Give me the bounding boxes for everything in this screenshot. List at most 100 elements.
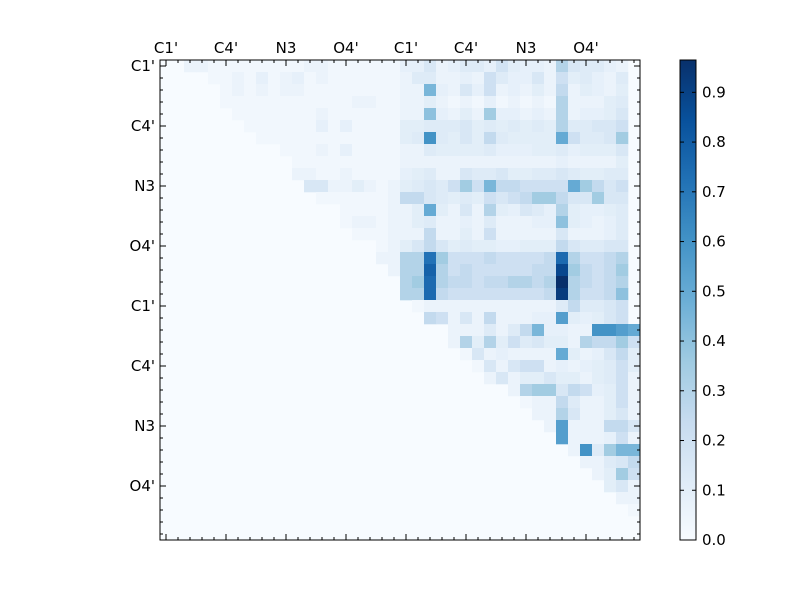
heatmap-cell <box>604 180 617 193</box>
heatmap-cell <box>376 144 389 157</box>
heatmap-cell <box>424 72 437 85</box>
heatmap-cell <box>592 60 605 73</box>
heatmap-cell <box>592 144 605 157</box>
heatmap-cell <box>604 72 617 85</box>
heatmap-cell <box>532 120 545 133</box>
heatmap-cell <box>484 288 497 301</box>
heatmap-cell <box>628 372 641 385</box>
heatmap-cell <box>544 204 557 217</box>
heatmap-cell <box>508 336 521 349</box>
heatmap-cell <box>616 72 629 85</box>
heatmap-cell <box>616 132 629 145</box>
heatmap-cell <box>508 360 521 373</box>
heatmap-cell <box>220 96 233 109</box>
heatmap-cell <box>580 276 593 289</box>
heatmap-cell <box>304 84 317 97</box>
heatmap-cell <box>364 228 377 241</box>
heatmap-cell <box>520 204 533 217</box>
heatmap-cell <box>340 96 353 109</box>
heatmap-cell <box>472 72 485 85</box>
heatmap-cell <box>568 276 581 289</box>
x-tick-label: C1' <box>154 39 178 57</box>
heatmap-cell <box>592 444 605 457</box>
heatmap-cell <box>544 396 557 409</box>
heatmap-cell <box>520 360 533 373</box>
colorbar-tick-label: 0.8 <box>702 133 726 151</box>
heatmap-cell <box>508 276 521 289</box>
heatmap-cell <box>424 60 437 73</box>
heatmap-cell <box>568 252 581 265</box>
heatmap-cell <box>628 444 641 457</box>
heatmap-cell <box>340 120 353 133</box>
x-tick-label: N3 <box>276 39 297 57</box>
heatmap-cell <box>556 192 569 205</box>
heatmap-cell <box>412 108 425 121</box>
heatmap-cell <box>568 432 581 445</box>
heatmap-cell <box>436 156 449 169</box>
heatmap-cell <box>616 408 629 421</box>
y-tick-label: C4' <box>131 117 155 135</box>
heatmap-cell <box>268 72 281 85</box>
heatmap-cell <box>580 372 593 385</box>
heatmap-cell <box>304 72 317 85</box>
heatmap-cell <box>616 264 629 277</box>
colorbar-tick-label: 0.1 <box>702 481 726 499</box>
heatmap-cell <box>436 204 449 217</box>
heatmap-cell <box>532 132 545 145</box>
heatmap-cell <box>616 336 629 349</box>
heatmap-cell <box>328 120 341 133</box>
heatmap-cell <box>184 60 197 73</box>
heatmap-cell <box>448 60 461 73</box>
heatmap-cell <box>508 156 521 169</box>
heatmap-cell <box>376 96 389 109</box>
heatmap-cell <box>580 312 593 325</box>
heatmap-cell <box>484 132 497 145</box>
heatmap-cell <box>460 264 473 277</box>
heatmap-cell <box>616 324 629 337</box>
heatmap-cell <box>556 324 569 337</box>
heatmap-cell <box>364 108 377 121</box>
heatmap-cell <box>520 192 533 205</box>
colorbar-tick-label: 0.4 <box>702 332 726 350</box>
heatmap-cell <box>568 108 581 121</box>
heatmap-cell <box>292 84 305 97</box>
heatmap-cell <box>436 312 449 325</box>
heatmap-cell <box>556 300 569 313</box>
heatmap-cell <box>580 132 593 145</box>
heatmap-cell <box>400 240 413 253</box>
heatmap-cell <box>616 300 629 313</box>
heatmap-cell <box>580 420 593 433</box>
heatmap-cell <box>604 240 617 253</box>
heatmap-cell <box>220 84 233 97</box>
heatmap-cell <box>424 96 437 109</box>
heatmap-cell <box>592 276 605 289</box>
heatmap-cell <box>448 300 461 313</box>
heatmap-cell <box>364 204 377 217</box>
heatmap-cell <box>532 144 545 157</box>
heatmap-cell <box>616 252 629 265</box>
heatmap-cell <box>436 144 449 157</box>
heatmap-cell <box>556 144 569 157</box>
heatmap-cell <box>340 180 353 193</box>
heatmap-cell <box>268 108 281 121</box>
heatmap-cell <box>244 96 257 109</box>
heatmap-cell <box>400 192 413 205</box>
heatmap-cell <box>340 144 353 157</box>
heatmap-cell <box>628 384 641 397</box>
heatmap-cell <box>520 240 533 253</box>
heatmap-cell <box>460 240 473 253</box>
heatmap-cell <box>616 480 629 493</box>
heatmap-cell <box>472 120 485 133</box>
heatmap-cell <box>616 288 629 301</box>
heatmap-cell <box>532 384 545 397</box>
heatmap-cell <box>592 120 605 133</box>
heatmap-cell <box>460 312 473 325</box>
heatmap-cell <box>556 168 569 181</box>
heatmap-cell <box>580 180 593 193</box>
heatmap-cell <box>568 420 581 433</box>
heatmap-cell <box>520 60 533 73</box>
heatmap-cell <box>604 84 617 97</box>
heatmap-cell <box>340 216 353 229</box>
heatmap-cell <box>388 264 401 277</box>
heatmap-cell <box>508 96 521 109</box>
